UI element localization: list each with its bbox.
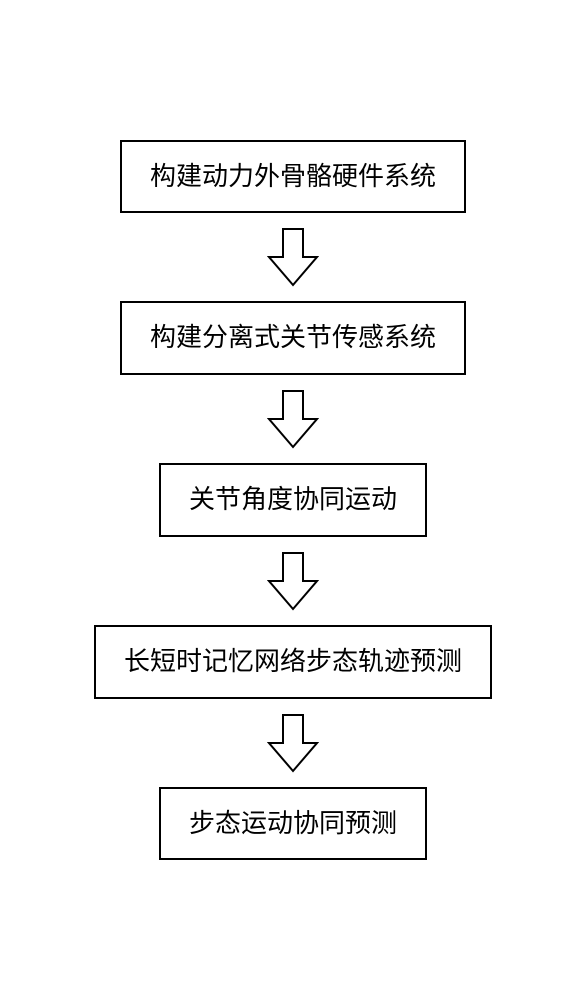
step-label: 关节角度协同运动 (189, 485, 397, 514)
step-label: 构建动力外骨骼硬件系统 (150, 162, 436, 191)
step-label: 长短时记忆网络步态轨迹预测 (124, 647, 462, 676)
step-box-4: 长短时记忆网络步态轨迹预测 (94, 625, 492, 699)
step-box-1: 构建动力外骨骼硬件系统 (120, 140, 466, 214)
down-arrow-icon (267, 713, 319, 773)
step-label: 步态运动协同预测 (189, 809, 397, 838)
step-label: 构建分离式关节传感系统 (150, 323, 436, 352)
down-arrow-icon (267, 551, 319, 611)
down-arrow-icon (267, 389, 319, 449)
arrow-container (267, 375, 319, 463)
arrow-container (267, 699, 319, 787)
step-box-5: 步态运动协同预测 (159, 787, 427, 861)
arrow-container (267, 213, 319, 301)
step-box-3: 关节角度协同运动 (159, 463, 427, 537)
down-arrow-icon (267, 227, 319, 287)
arrow-container (267, 537, 319, 625)
step-box-2: 构建分离式关节传感系统 (120, 301, 466, 375)
flowchart-container: 构建动力外骨骼硬件系统 构建分离式关节传感系统 关节角度协同运动 长短时记忆网络… (94, 140, 492, 861)
